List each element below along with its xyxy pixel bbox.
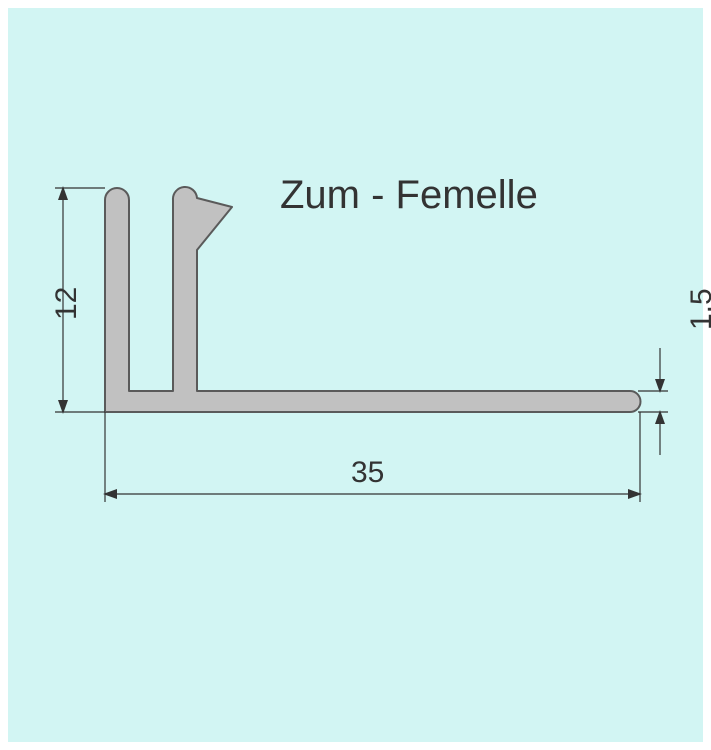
dim-label-12: 12: [50, 287, 84, 320]
profile-shape: [105, 187, 641, 412]
dim-label-1-5: 1.5: [685, 288, 711, 330]
drawing-canvas: Zum - Femelle 12 1.5 35: [0, 0, 711, 750]
dim-label-35: 35: [351, 456, 384, 490]
diagram-svg: [0, 0, 711, 750]
diagram-title: Zum - Femelle: [280, 173, 538, 218]
dimension-1-5: [638, 348, 668, 455]
